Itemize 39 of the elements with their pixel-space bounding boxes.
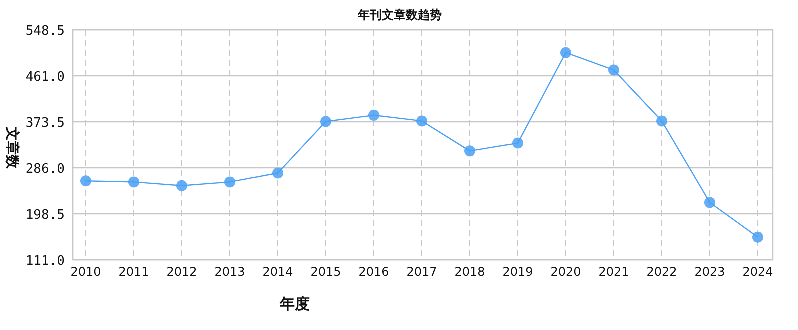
y-tick-label: 373.5 — [26, 116, 65, 131]
point — [224, 176, 236, 188]
point — [128, 176, 140, 188]
point — [704, 197, 716, 208]
point — [512, 138, 524, 149]
point — [272, 168, 284, 179]
y-tick-label: 286.0 — [26, 162, 65, 177]
point — [464, 146, 476, 157]
x-tick-label: 2018 — [454, 265, 486, 279]
y-tick-label: 198.5 — [26, 208, 65, 223]
x-tick-label: 2017 — [406, 265, 438, 279]
x-tick-label: 2019 — [502, 265, 534, 279]
y-tick-label: 548.5 — [26, 24, 65, 39]
x-tick-label: 2012 — [166, 265, 198, 279]
point — [320, 116, 332, 128]
x-tick-label: 2010 — [70, 265, 102, 279]
point — [80, 176, 92, 187]
y-tick-label: 461.0 — [26, 70, 65, 85]
x-axis-title: 年度 — [279, 295, 310, 313]
point — [176, 180, 188, 192]
point — [560, 47, 572, 58]
x-tick-label: 2020 — [550, 265, 582, 279]
x-tick-label: 2021 — [598, 265, 630, 279]
point — [608, 64, 620, 76]
x-tick-label: 2016 — [358, 265, 390, 279]
point — [656, 116, 668, 127]
chart-title: 年刊文章数趋势 — [357, 8, 442, 22]
x-tick-label: 2011 — [118, 265, 150, 279]
x-tick-label: 2023 — [694, 265, 726, 279]
x-tick-label: 2022 — [646, 265, 678, 279]
point — [368, 110, 380, 121]
point — [416, 116, 428, 127]
x-tick-label: 2014 — [262, 265, 294, 279]
y-axis-title: 文章数 — [4, 126, 21, 170]
x-tick-label: 2015 — [310, 265, 342, 279]
y-tick-label: 111.0 — [26, 254, 65, 269]
point — [752, 232, 764, 243]
x-tick-label: 2024 — [742, 265, 774, 279]
x-tick-label: 2013 — [214, 265, 246, 279]
